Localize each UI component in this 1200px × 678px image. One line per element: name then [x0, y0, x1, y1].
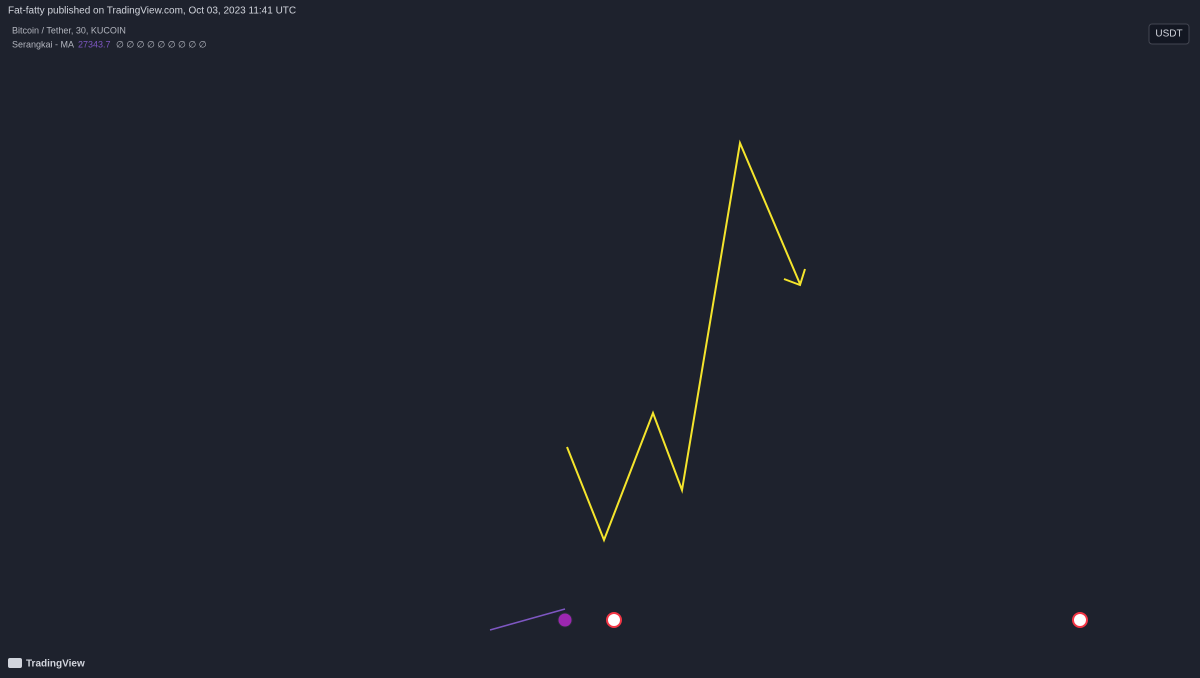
event-icon[interactable]	[557, 612, 573, 628]
publisher: Fat-fatty published on TradingView.com, …	[8, 6, 296, 17]
event-icons	[557, 612, 1088, 628]
symbol: Bitcoin / Tether, 30, KUCOIN	[12, 25, 126, 35]
brand-logo	[8, 658, 22, 668]
indicator: Serangkai - MA	[12, 39, 74, 49]
projection-path	[566, 139, 801, 543]
currency-label: USDT	[1155, 29, 1182, 40]
indicator-nulls: ∅ ∅ ∅ ∅ ∅ ∅ ∅ ∅ ∅	[116, 39, 207, 49]
currency-button[interactable]	[1148, 23, 1190, 45]
indicator-value: 27343.7	[78, 39, 111, 49]
event-icon[interactable]	[1072, 612, 1088, 628]
projection-arrow	[783, 268, 806, 287]
event-icon[interactable]	[606, 612, 622, 628]
brand: TradingView	[26, 659, 85, 670]
ma-line	[489, 608, 566, 631]
